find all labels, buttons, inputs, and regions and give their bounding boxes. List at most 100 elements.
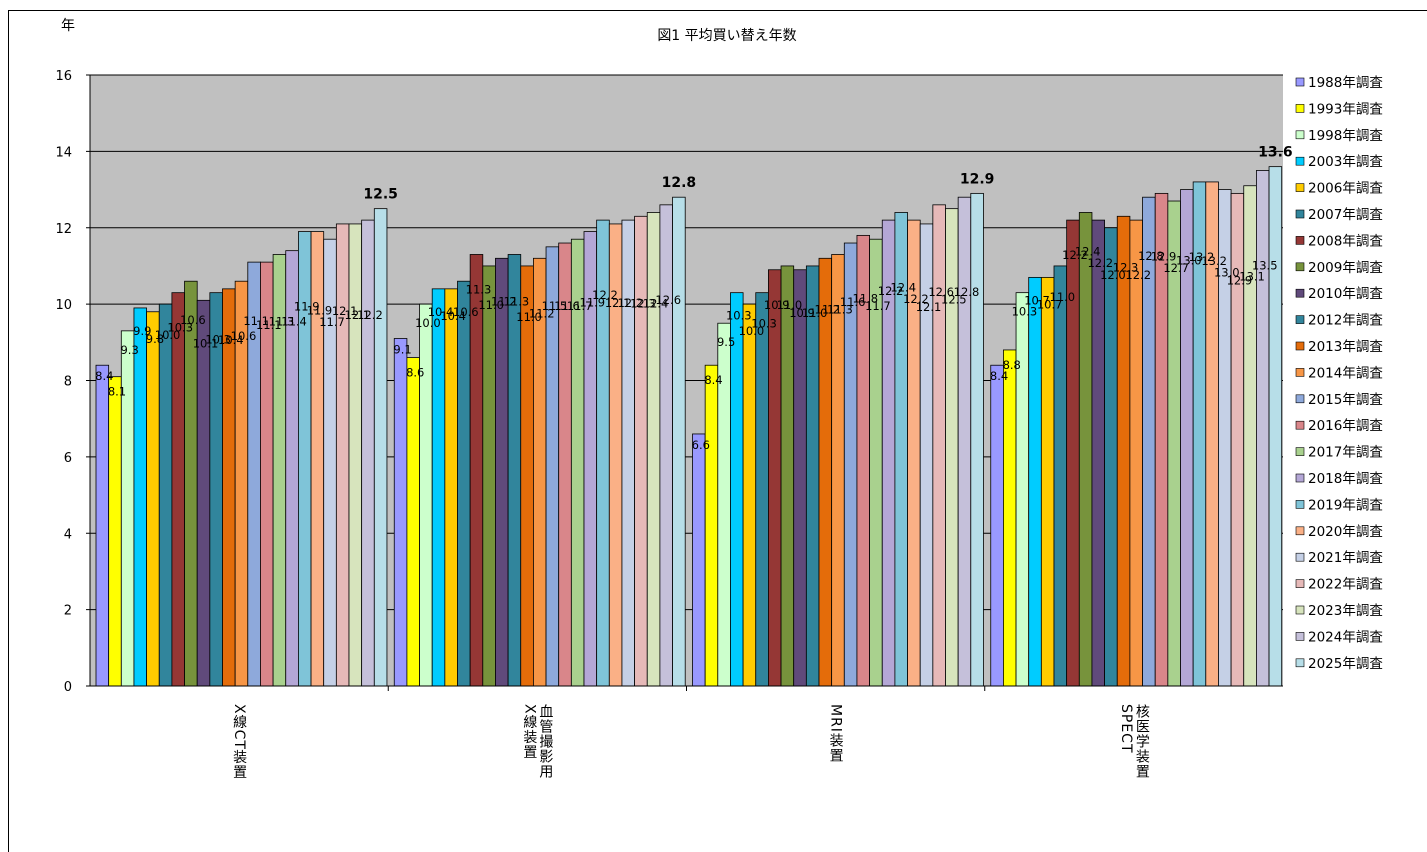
data-label: 10.3 bbox=[726, 309, 752, 323]
data-label: 10.4 bbox=[218, 333, 244, 347]
data-label: 11.0 bbox=[516, 310, 542, 324]
bar bbox=[196, 299, 211, 687]
data-label: 11.7 bbox=[567, 299, 593, 313]
highlight-data-label: 12.9 bbox=[960, 171, 995, 187]
data-label: 12.8 bbox=[954, 285, 980, 299]
legend-swatch bbox=[1295, 183, 1305, 192]
legend-label: 2021年調査 bbox=[1308, 550, 1383, 566]
legend-swatch bbox=[1295, 658, 1305, 668]
legend-swatch bbox=[1295, 209, 1305, 219]
bar bbox=[659, 204, 673, 687]
legend-swatch bbox=[1295, 394, 1305, 404]
data-label: 12.0 bbox=[1100, 268, 1126, 282]
data-label: 12.2 bbox=[1125, 268, 1151, 282]
data-label: 11.4 bbox=[281, 315, 307, 329]
data-label: 11.0 bbox=[478, 298, 504, 312]
bar bbox=[1104, 227, 1118, 687]
data-label: 11.0 bbox=[802, 306, 828, 320]
highlight-data-label: 12.8 bbox=[662, 175, 697, 191]
data-label: 12.8 bbox=[1138, 249, 1164, 263]
legend-label: 2016年調査 bbox=[1308, 418, 1383, 434]
bar bbox=[222, 288, 236, 687]
bar bbox=[1129, 219, 1143, 687]
bar bbox=[1053, 265, 1068, 687]
bar bbox=[1003, 349, 1017, 687]
data-label: 12.3 bbox=[1113, 260, 1139, 274]
legend-swatch bbox=[1295, 420, 1305, 430]
data-label: 11.6 bbox=[840, 295, 866, 309]
data-label: 11.9 bbox=[307, 304, 333, 318]
bar bbox=[158, 303, 173, 687]
data-label: 12.9 bbox=[1151, 249, 1177, 263]
data-label: 11.9 bbox=[580, 296, 606, 310]
x-category-label: X線装置 bbox=[521, 704, 537, 760]
legend-label: 1988年調査 bbox=[1308, 75, 1383, 91]
legend-swatch bbox=[1295, 156, 1305, 166]
bar bbox=[1040, 276, 1055, 687]
bar bbox=[831, 254, 845, 687]
bar bbox=[482, 265, 496, 687]
data-label: 13.5 bbox=[1252, 258, 1278, 272]
y-tick-label: 12 bbox=[55, 222, 72, 237]
bar bbox=[1028, 276, 1042, 687]
bar bbox=[1078, 212, 1093, 687]
legend-label: 2015年調査 bbox=[1308, 392, 1383, 408]
bar bbox=[621, 219, 636, 687]
data-label: 12.2 bbox=[1087, 256, 1113, 270]
bar bbox=[768, 269, 782, 687]
legend-label: 2023年調査 bbox=[1308, 603, 1383, 619]
data-label: 9.3 bbox=[120, 343, 138, 357]
y-tick-label: 16 bbox=[55, 69, 72, 84]
legend-label: 1993年調査 bbox=[1308, 101, 1383, 117]
data-label: 10.0 bbox=[155, 328, 181, 342]
legend-label: 2014年調査 bbox=[1308, 365, 1383, 381]
data-label: 8.4 bbox=[95, 369, 113, 383]
legend-label: 2013年調査 bbox=[1308, 339, 1383, 355]
data-label: 13.1 bbox=[1239, 270, 1265, 284]
y-axis-label: 年 bbox=[61, 18, 75, 34]
data-label: 11.1 bbox=[243, 314, 269, 328]
bar bbox=[1256, 170, 1270, 687]
data-label: 12.1 bbox=[332, 304, 358, 318]
bar bbox=[970, 192, 984, 687]
bar bbox=[373, 208, 388, 687]
bar bbox=[704, 364, 719, 687]
data-label: 10.3 bbox=[167, 321, 193, 335]
data-label: 9.1 bbox=[393, 342, 411, 356]
data-label: 11.6 bbox=[554, 299, 580, 313]
legend-swatch bbox=[1295, 130, 1305, 140]
bar bbox=[457, 280, 471, 687]
data-label: 12.6 bbox=[655, 293, 681, 307]
legend-label: 2010年調査 bbox=[1308, 286, 1383, 302]
legend-swatch bbox=[1295, 500, 1305, 509]
data-label: 8.4 bbox=[704, 373, 722, 387]
legend-label: 2008年調査 bbox=[1308, 233, 1383, 249]
y-tick-label: 0 bbox=[64, 680, 72, 695]
chart-frame bbox=[8, 10, 1427, 852]
data-label: 10.4 bbox=[428, 305, 454, 319]
y-tick-label: 4 bbox=[64, 527, 72, 542]
data-label: 12.5 bbox=[941, 293, 967, 307]
data-label: 11.5 bbox=[542, 299, 568, 313]
y-tick-label: 8 bbox=[64, 375, 72, 390]
data-label: 10.9 bbox=[789, 306, 815, 320]
data-label: 12.3 bbox=[630, 296, 656, 310]
data-label: 11.3 bbox=[504, 294, 530, 308]
data-label: 11.7 bbox=[319, 315, 345, 329]
legend-label: 2017年調査 bbox=[1308, 445, 1383, 461]
legend-swatch bbox=[1295, 104, 1305, 113]
legend-label: 2009年調査 bbox=[1308, 260, 1383, 276]
data-label: 11.3 bbox=[269, 314, 295, 328]
data-label: 13.0 bbox=[1214, 266, 1240, 280]
data-label: 10.6 bbox=[180, 313, 206, 327]
bar bbox=[335, 223, 350, 687]
data-label: 11.9 bbox=[294, 300, 320, 314]
legend-label: 2020年調査 bbox=[1308, 524, 1383, 540]
bar bbox=[209, 292, 223, 687]
data-label: 10.6 bbox=[231, 329, 257, 343]
data-label: 8.8 bbox=[1003, 358, 1021, 372]
bar bbox=[108, 376, 122, 687]
legend-swatch bbox=[1295, 526, 1305, 536]
